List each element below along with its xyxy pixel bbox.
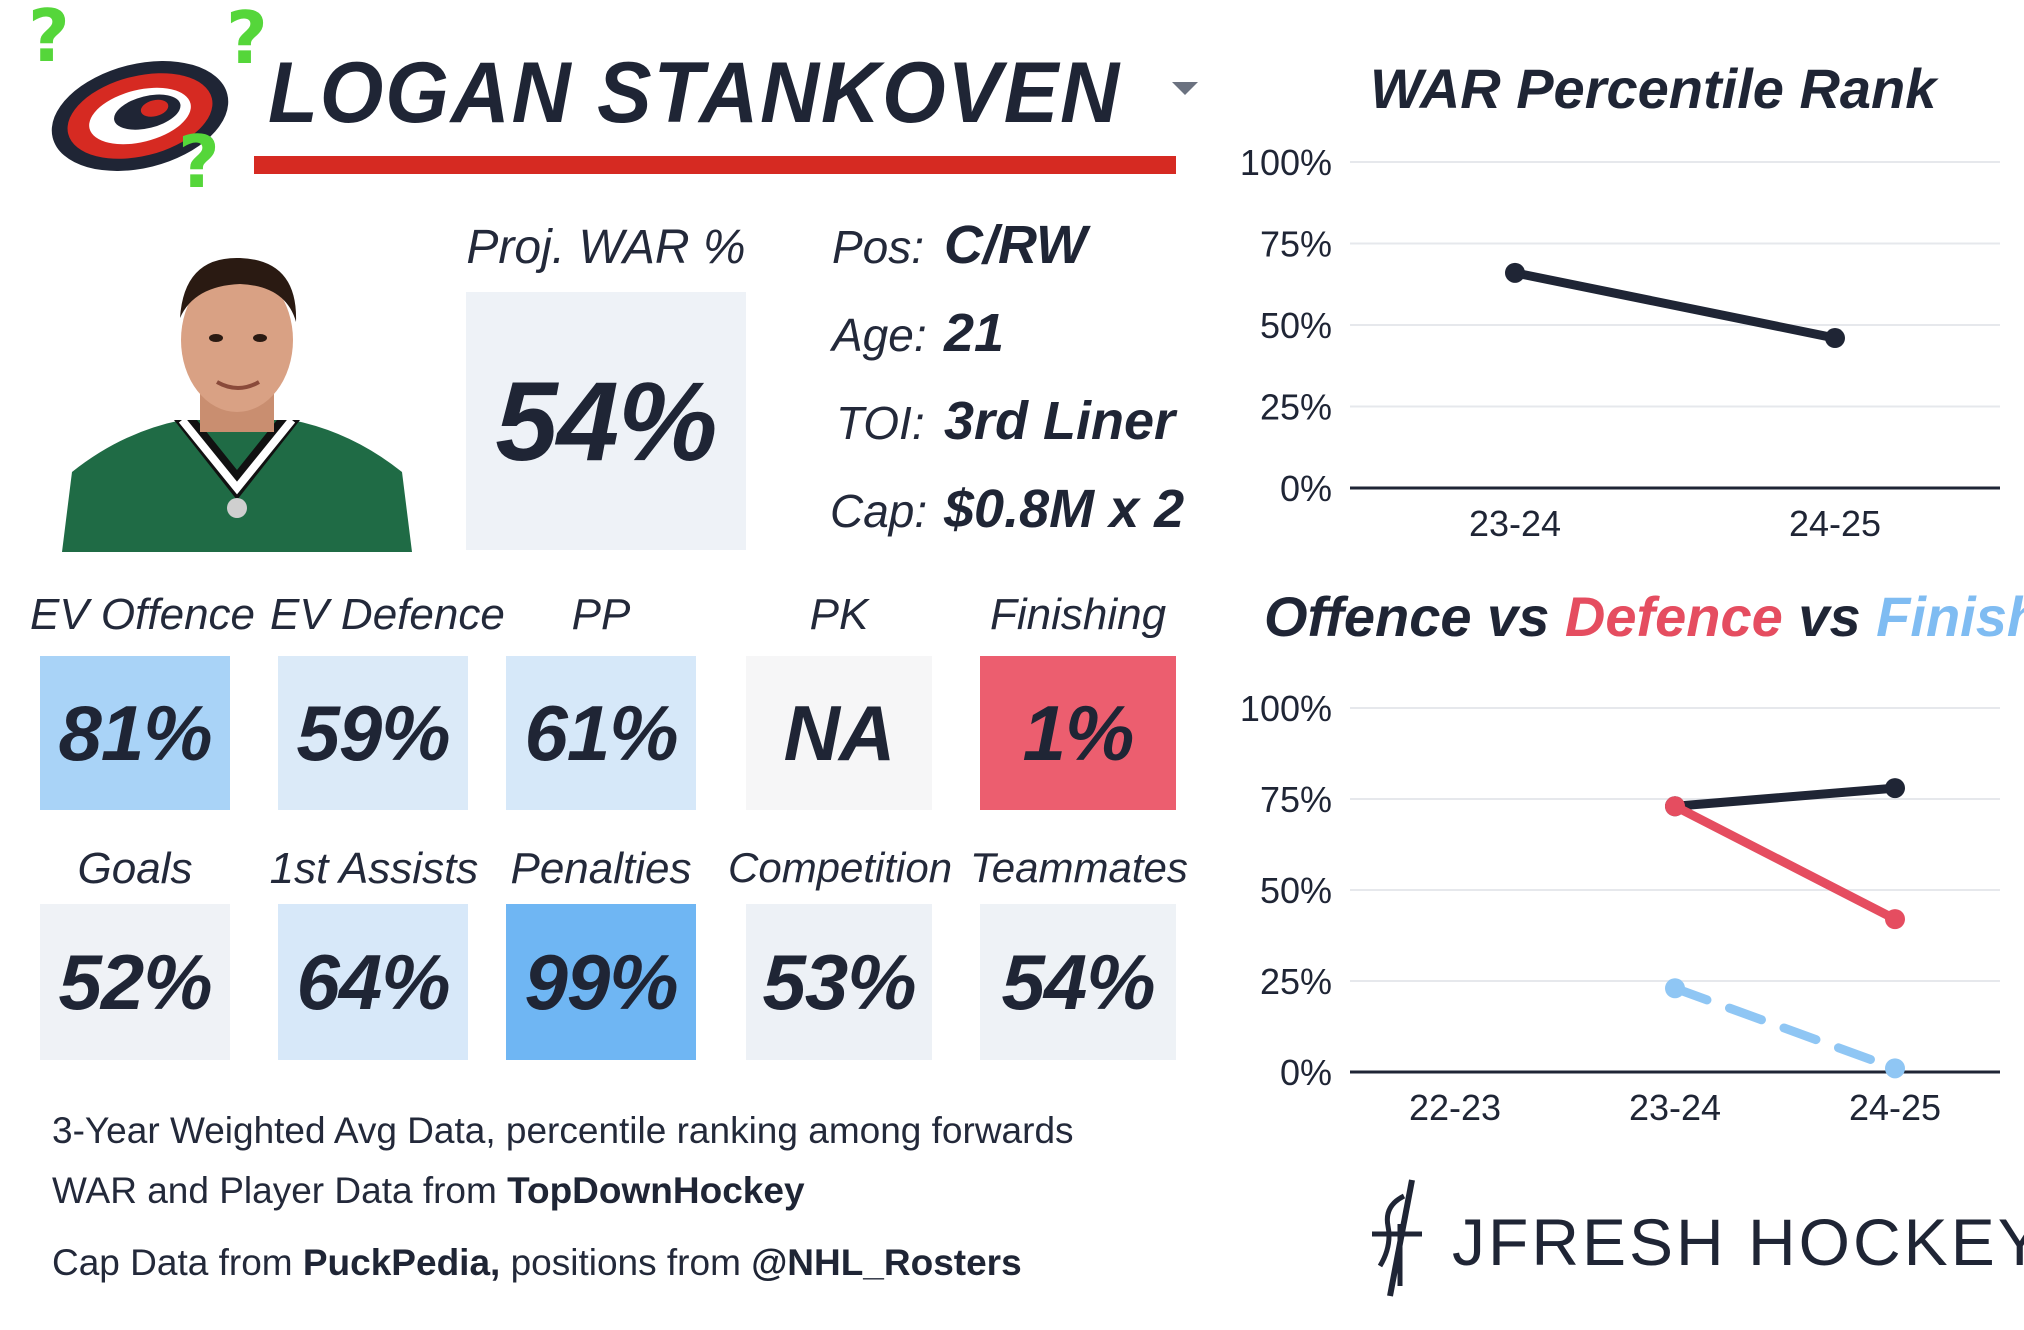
chart1-y-tick-label: 0% (1280, 468, 1332, 509)
chart2-title-part-4: Finishing (1876, 585, 2024, 648)
tile-ev-defence: 59% (278, 656, 468, 810)
tile-pk: NA (746, 656, 932, 810)
chart1-y-tick-label: 50% (1260, 305, 1332, 346)
chart2-y-tick-label: 100% (1240, 688, 1332, 729)
tile-label-ev-defence: EV Defence (270, 590, 505, 639)
tile-competition: 53% (746, 904, 932, 1060)
chart2-series-1-line (1670, 801, 1900, 924)
footnote-line-1: 3-Year Weighted Avg Data, percentile ran… (52, 1110, 1074, 1151)
chart2-title-part-2: Defence (1564, 585, 1783, 648)
chart2-series-2-point (1665, 978, 1685, 999)
footnote-line-3: Cap Data from PuckPedia, positions from … (52, 1242, 1022, 1284)
info-value-cap: $0.8M x 2 (944, 479, 1185, 539)
chart2-series-1-point (1665, 796, 1685, 817)
tile-label-goals: Goals (77, 844, 193, 893)
tile-penalties: 99% (506, 904, 696, 1060)
footnote-line-2: WAR and Player Data from TopDownHockey (52, 1170, 805, 1212)
tile-finishing: 1% (980, 656, 1176, 810)
chart1-series-0-point (1825, 328, 1845, 349)
tile-1st-assists: 64% (278, 904, 468, 1060)
chart1-x-tick-label: 23-24 (1469, 503, 1561, 544)
chart2-y-tick-label: 0% (1280, 1052, 1332, 1093)
chart2-y-tick-label: 75% (1260, 779, 1332, 820)
tile-ev-offence: 81% (40, 656, 230, 810)
proj-war-label: Proj. WAR % (466, 221, 746, 274)
chart2-series-2-line (1670, 983, 1900, 1073)
tile-label-pp: PP (571, 590, 631, 639)
tile-pp: 61% (506, 656, 696, 810)
player-name: LOGAN STANKOVEN (268, 45, 1122, 141)
footnote-line-3-mid: positions from (500, 1242, 752, 1283)
info-value-age: 21 (944, 303, 1005, 363)
title-underline (254, 156, 1176, 174)
info-label-age: Age: (832, 309, 927, 361)
source-nhl-rosters: @NHL_Rosters (751, 1242, 1022, 1283)
question-mark-3: ? (178, 120, 220, 204)
chart2-x-tick-label: 24-25 (1849, 1087, 1941, 1128)
info-label-toi: TOI: (836, 397, 925, 449)
player-photo (62, 242, 412, 552)
tile-label-teammates: Teammates (970, 844, 1188, 891)
chart1-x-tick-label: 24-25 (1789, 503, 1881, 544)
player-headshot-icon (62, 257, 412, 552)
tile-label-pk: PK (809, 590, 869, 639)
tile-goals: 52% (40, 904, 230, 1060)
hurricanes-logo-icon (51, 61, 229, 171)
chart1-y-tick-label: 75% (1260, 224, 1332, 265)
chart2-x-tick-label: 23-24 (1629, 1087, 1721, 1128)
info-label-cap: Cap: (830, 485, 928, 537)
tile-label-1st-assists: 1st Assists (269, 844, 479, 893)
chart2-series-0-point (1885, 778, 1905, 799)
question-mark-2: ? (226, 0, 268, 80)
tile-teammates: 54% (980, 904, 1176, 1060)
chart2-y-tick-label: 25% (1260, 961, 1332, 1002)
proj-war-value: 54% (495, 358, 717, 484)
info-label-pos: Pos: (832, 221, 925, 273)
tile-label-penalties: Penalties (510, 844, 692, 893)
chart2-title-part-3: vs (1782, 585, 1877, 648)
chart2-title-part-1: vs (1471, 585, 1565, 648)
brand-name: JFRESH HOCKEY (1452, 1205, 2024, 1279)
chart2-series-1-point (1885, 909, 1905, 930)
offence-defence-finishing-chart: 0% 25% 50% 75% 100% 22-23 23-24 24-25 (1240, 688, 2000, 1128)
proj-war-tile: 54% (466, 292, 746, 550)
source-puckpedia: PuckPedia, (302, 1242, 501, 1283)
jfresh-logo-icon (1372, 1179, 1422, 1297)
chart1-title: WAR Percentile Rank (1370, 57, 1937, 120)
question-mark-1: ? (28, 0, 70, 78)
brand: JFRESH HOCKEY (1360, 1176, 2024, 1306)
chart1-series-0-point (1505, 262, 1525, 283)
tile-label-competition: Competition (728, 844, 953, 891)
footnote-line-3-text: Cap Data from (52, 1242, 303, 1283)
team-logo (40, 44, 240, 184)
chart1-y-tick-label: 100% (1240, 142, 1332, 183)
war-percentile-chart: 0% 25% 50% 75% 100% 23-24 24-25 (1240, 142, 2000, 544)
info-value-toi: 3rd Liner (944, 391, 1176, 451)
dropdown-caret-icon[interactable] (1172, 82, 1198, 95)
chart2-title: Offence vs Defence vs Finishing (1264, 584, 2024, 649)
source-topdownhockey: TopDownHockey (507, 1170, 805, 1211)
chart1-y-tick-label: 25% (1260, 387, 1332, 428)
chart2-title-part-0: Offence (1264, 585, 1472, 648)
info-value-pos: C/RW (944, 215, 1087, 275)
tile-label-ev-offence: EV Offence (30, 590, 256, 639)
footnote-line-2-text: WAR and Player Data from (52, 1170, 508, 1211)
chart1-series-0-line (1510, 268, 1840, 343)
chart2-series-0-line (1670, 783, 1900, 811)
chart2-series-2-point (1885, 1058, 1905, 1079)
chart2-x-tick-label: 22-23 (1409, 1087, 1501, 1128)
chart2-y-tick-label: 50% (1260, 870, 1332, 911)
tile-label-finishing: Finishing (989, 590, 1167, 639)
